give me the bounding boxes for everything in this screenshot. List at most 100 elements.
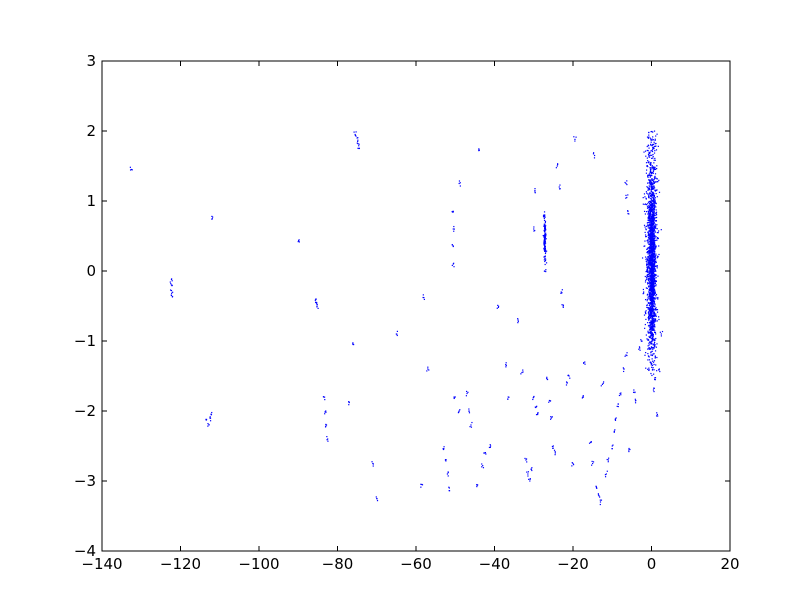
- scatter-point: [652, 290, 654, 292]
- scatter-point: [655, 181, 657, 183]
- scatter-point: [507, 398, 509, 400]
- scatter-point: [649, 314, 651, 316]
- scatter-point: [651, 322, 653, 324]
- scatter-point: [655, 274, 657, 276]
- scatter-point: [652, 292, 654, 294]
- scatter-point: [650, 326, 653, 329]
- scatter-point: [459, 409, 461, 411]
- scatter-point: [353, 343, 355, 346]
- scatter-point: [647, 266, 649, 268]
- scatter-point: [651, 303, 654, 305]
- scatter-point: [653, 202, 655, 204]
- scatter-point: [652, 207, 654, 210]
- scatter-point: [651, 253, 653, 256]
- scatter-point: [647, 318, 650, 320]
- scatter-point: [648, 258, 650, 260]
- scatter-point: [656, 224, 658, 226]
- scatter-point: [653, 159, 655, 161]
- scatter-point: [543, 270, 546, 272]
- scatter-point: [548, 401, 550, 403]
- scatter-point: [595, 486, 597, 488]
- scatter-point: [651, 208, 653, 210]
- scatter-point: [655, 214, 657, 216]
- scatter-point: [643, 245, 645, 247]
- scatter-point: [476, 483, 478, 486]
- scatter-point: [649, 229, 651, 232]
- scatter-point: [648, 136, 650, 138]
- scatter-point: [634, 391, 636, 393]
- scatter-point: [650, 248, 652, 251]
- scatter-point: [655, 145, 657, 147]
- scatter-point: [599, 496, 601, 498]
- scatter-point: [650, 308, 652, 311]
- scatter-point: [649, 332, 651, 334]
- scatter-point: [543, 242, 545, 244]
- scatter-point: [652, 272, 654, 274]
- scatter-point: [651, 286, 653, 288]
- scatter-point: [648, 336, 651, 339]
- scatter-point: [358, 147, 361, 149]
- scatter-point: [654, 262, 656, 265]
- scatter-point: [650, 209, 652, 212]
- scatter-point: [653, 373, 655, 375]
- scatter-point: [543, 236, 545, 238]
- scatter-point: [652, 187, 654, 190]
- scatter-point: [650, 172, 653, 174]
- scatter-point: [647, 260, 649, 262]
- scatter-point: [653, 236, 655, 238]
- scatter-point: [653, 233, 655, 235]
- scatter-point: [651, 188, 654, 190]
- scatter-point: [653, 182, 655, 184]
- scatter-point: [544, 216, 546, 218]
- scatter-point: [650, 250, 652, 252]
- scatter-point: [653, 339, 655, 341]
- scatter-point: [476, 486, 478, 488]
- scatter-point: [316, 301, 318, 304]
- scatter-point: [654, 377, 656, 379]
- scatter-point: [508, 396, 510, 398]
- scatter-point: [648, 313, 650, 315]
- scatter-point: [652, 281, 654, 283]
- scatter-point: [645, 367, 647, 369]
- scatter-point: [652, 228, 654, 230]
- scatter-point: [650, 232, 652, 234]
- scatter-point: [608, 457, 610, 459]
- scatter-point: [655, 277, 657, 279]
- scatter-point: [651, 165, 653, 167]
- scatter-point: [354, 133, 356, 136]
- scatter-point: [597, 494, 600, 496]
- scatter-point: [654, 230, 656, 232]
- scatter-point: [647, 188, 649, 190]
- scatter-point: [653, 286, 655, 288]
- scatter-point: [655, 214, 658, 216]
- scatter-point: [543, 217, 545, 220]
- scatter-point: [650, 293, 652, 295]
- scatter-point: [648, 249, 650, 251]
- scatter-point: [655, 295, 657, 297]
- scatter-point: [647, 312, 649, 314]
- scatter-point: [652, 183, 654, 185]
- scatter-point: [649, 298, 651, 300]
- scatter-point: [653, 294, 655, 296]
- scatter-point: [649, 247, 651, 250]
- scatter-point: [352, 342, 354, 344]
- scatter-point: [655, 245, 657, 247]
- scatter-point: [652, 260, 655, 262]
- scatter-point: [649, 183, 651, 185]
- scatter-point: [648, 195, 650, 197]
- scatter-point: [649, 216, 651, 218]
- scatter-point: [654, 314, 656, 316]
- scatter-point: [537, 412, 539, 414]
- scatter-point: [453, 397, 455, 400]
- scatter-point: [129, 169, 132, 171]
- scatter-point: [325, 423, 327, 426]
- scatter-point: [650, 288, 653, 290]
- scatter-point: [648, 348, 650, 350]
- scatter-point: [593, 152, 595, 154]
- scatter-point: [651, 218, 653, 220]
- scatter-point: [524, 457, 526, 460]
- scatter-point: [654, 330, 656, 332]
- scatter-point: [649, 327, 651, 329]
- scatter-point: [650, 296, 652, 298]
